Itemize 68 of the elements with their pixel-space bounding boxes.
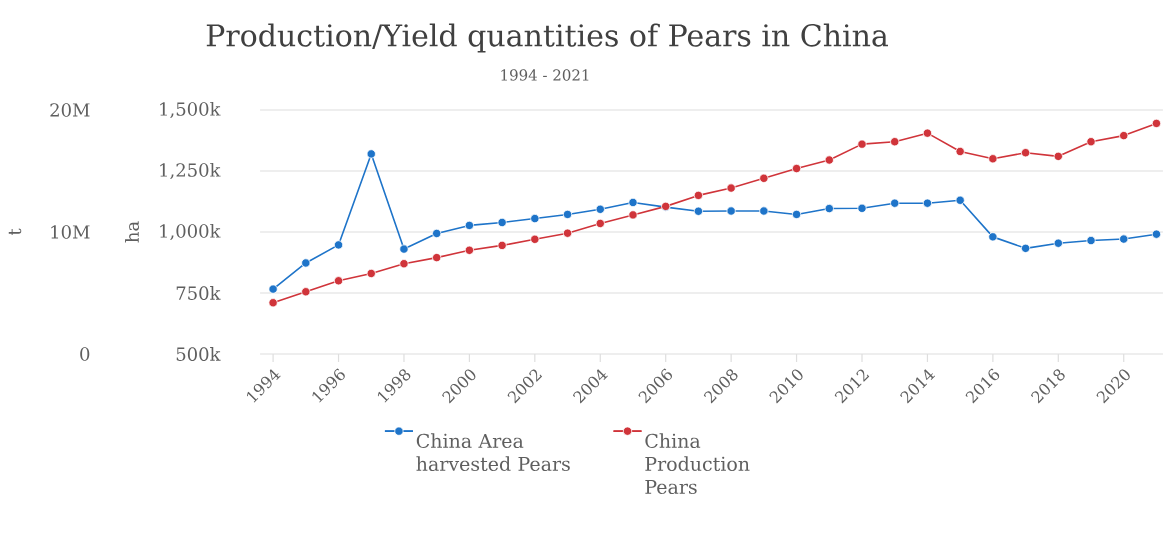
y2-axis-title: t [8, 228, 22, 236]
point [1053, 151, 1063, 161]
chart-subtitle: 1994 - 2021 [501, 69, 589, 81]
point [1020, 148, 1031, 158]
point [1053, 238, 1063, 248]
point [857, 203, 867, 213]
y2-tick-label: 10M [51, 225, 90, 239]
point [301, 287, 311, 297]
point [857, 139, 867, 149]
point [366, 268, 376, 279]
point [562, 228, 573, 238]
point [366, 149, 376, 159]
point [1151, 229, 1162, 239]
y-axis-title: ha [125, 221, 139, 243]
point [268, 284, 278, 294]
point [791, 163, 802, 174]
y-tick-label: 500k [176, 347, 221, 361]
point [890, 137, 900, 147]
y-tick-label: 750k [176, 286, 221, 300]
point [693, 206, 704, 216]
point [922, 128, 933, 138]
legend-label: China Area harvested Pears [416, 433, 570, 472]
point [955, 195, 965, 205]
point [988, 154, 998, 164]
point [1086, 235, 1096, 246]
point [1151, 118, 1162, 129]
point [399, 259, 409, 269]
y-tick-label: 1,000k [160, 223, 221, 241]
point [791, 209, 802, 220]
point [726, 206, 736, 216]
point [595, 218, 605, 229]
point [530, 234, 540, 244]
chart-title: Production/Yield quantities of Pears in China [206, 23, 888, 53]
point [399, 244, 409, 254]
point [268, 298, 278, 308]
point [497, 217, 507, 228]
point [464, 245, 474, 255]
point [628, 210, 638, 220]
point [726, 183, 736, 193]
point [301, 258, 311, 268]
point [432, 228, 442, 239]
point [530, 213, 540, 224]
point [759, 206, 769, 216]
point [988, 232, 998, 242]
point [824, 203, 834, 214]
y-tick-label: 1,250k [160, 162, 221, 180]
point [1020, 243, 1031, 253]
y2-tick-label: 0 [80, 347, 90, 361]
point [922, 198, 933, 208]
point [628, 197, 638, 208]
point [1119, 234, 1129, 244]
point [432, 253, 442, 263]
legend-label: China Production Pears [645, 433, 750, 495]
point [1086, 137, 1096, 147]
point [759, 173, 769, 183]
point [562, 209, 573, 220]
point [890, 198, 900, 208]
point [333, 276, 344, 286]
point [693, 190, 704, 200]
point [497, 240, 507, 251]
point [333, 240, 344, 250]
point [824, 155, 834, 165]
point [955, 146, 965, 157]
y2-tick-label: 20M [50, 103, 90, 117]
point [464, 220, 474, 230]
point [595, 204, 605, 214]
point [1119, 131, 1129, 141]
y-tick-label: 1,500k [160, 101, 221, 119]
